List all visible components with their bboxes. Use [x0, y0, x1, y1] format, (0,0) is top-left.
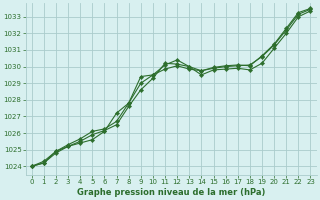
X-axis label: Graphe pression niveau de la mer (hPa): Graphe pression niveau de la mer (hPa)	[77, 188, 265, 197]
